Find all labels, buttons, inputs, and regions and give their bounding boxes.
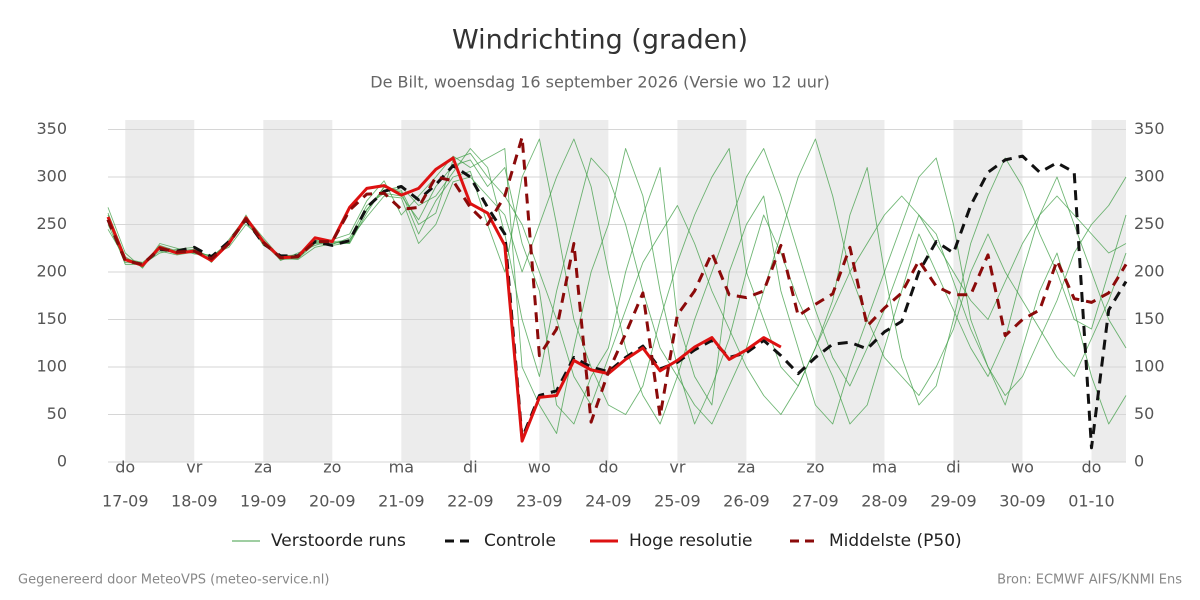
legend-label: Controle bbox=[484, 531, 556, 551]
y-tick-label: 300 bbox=[36, 167, 67, 186]
y2-tick-label: 100 bbox=[1134, 357, 1165, 376]
x-tick-label: vr bbox=[186, 458, 202, 477]
y-tick-label: 250 bbox=[36, 214, 67, 233]
series-line bbox=[106, 135, 1128, 424]
x-tick-label: wo bbox=[1011, 458, 1034, 477]
legend-label: Hoge resolutie bbox=[629, 531, 753, 551]
x-tick-date: 30-09 bbox=[999, 492, 1046, 511]
x-tick-label: zo bbox=[806, 458, 824, 477]
y2-tick-label: 0 bbox=[1134, 452, 1144, 471]
legend-label: Verstoorde runs bbox=[271, 531, 406, 551]
x-tick-date: 26-09 bbox=[723, 492, 770, 511]
x-tick-date: 19-09 bbox=[240, 492, 287, 511]
x-tick-label: do bbox=[115, 458, 135, 477]
footer-right: Bron: ECMWF AIFS/KNMI Ens bbox=[997, 573, 1182, 588]
day-shade bbox=[539, 120, 609, 462]
y2-tick-label: 350 bbox=[1134, 119, 1165, 138]
y2-tick-label: 200 bbox=[1134, 262, 1165, 281]
x-tick-label: do bbox=[598, 458, 618, 477]
x-tick-date: 25-09 bbox=[654, 492, 701, 511]
x-tick-label: di bbox=[946, 458, 961, 477]
x-tick-label: di bbox=[463, 458, 478, 477]
y2-tick-label: 150 bbox=[1134, 309, 1165, 328]
day-shade bbox=[263, 120, 333, 462]
footer-left: Gegenereerd door MeteoVPS (meteo-service… bbox=[18, 573, 329, 588]
x-tick-date: 24-09 bbox=[585, 492, 632, 511]
x-tick-label: ma bbox=[872, 458, 897, 477]
x-tick-label: vr bbox=[669, 458, 685, 477]
x-tick-date: 27-09 bbox=[792, 492, 839, 511]
x-tick-date: 28-09 bbox=[861, 492, 908, 511]
x-tick-date: 01-10 bbox=[1068, 492, 1115, 511]
day-shade bbox=[125, 120, 195, 462]
x-tick-date: 21-09 bbox=[378, 492, 425, 511]
y2-tick-label: 300 bbox=[1134, 167, 1165, 186]
chart-title: Windrichting (graden) bbox=[452, 25, 748, 56]
x-tick-label: za bbox=[254, 458, 272, 477]
day-shade bbox=[953, 120, 1023, 462]
y-tick-label: 0 bbox=[57, 452, 67, 471]
y-tick-label: 100 bbox=[36, 357, 67, 376]
x-tick-date: 22-09 bbox=[447, 492, 494, 511]
y-tick-label: 350 bbox=[36, 119, 67, 138]
x-tick-date: 29-09 bbox=[930, 492, 977, 511]
day-shade bbox=[815, 120, 885, 462]
x-tick-date: 18-09 bbox=[171, 492, 218, 511]
x-tick-date: 23-09 bbox=[516, 492, 563, 511]
series-line bbox=[106, 156, 782, 443]
chart-subtitle: De Bilt, woensdag 16 september 2026 (Ver… bbox=[370, 73, 830, 92]
x-tick-label: ma bbox=[389, 458, 414, 477]
y2-tick-label: 250 bbox=[1134, 214, 1165, 233]
y-tick-label: 200 bbox=[36, 262, 67, 281]
y-tick-label: 150 bbox=[36, 309, 67, 328]
x-tick-date: 20-09 bbox=[309, 492, 356, 511]
legend-label: Middelste (P50) bbox=[829, 531, 962, 551]
x-tick-date: 17-09 bbox=[102, 492, 149, 511]
x-tick-label: za bbox=[737, 458, 755, 477]
x-tick-label: do bbox=[1082, 458, 1102, 477]
y-tick-label: 50 bbox=[47, 404, 67, 423]
x-tick-label: wo bbox=[528, 458, 551, 477]
y2-tick-label: 50 bbox=[1134, 404, 1154, 423]
x-tick-label: zo bbox=[323, 458, 341, 477]
